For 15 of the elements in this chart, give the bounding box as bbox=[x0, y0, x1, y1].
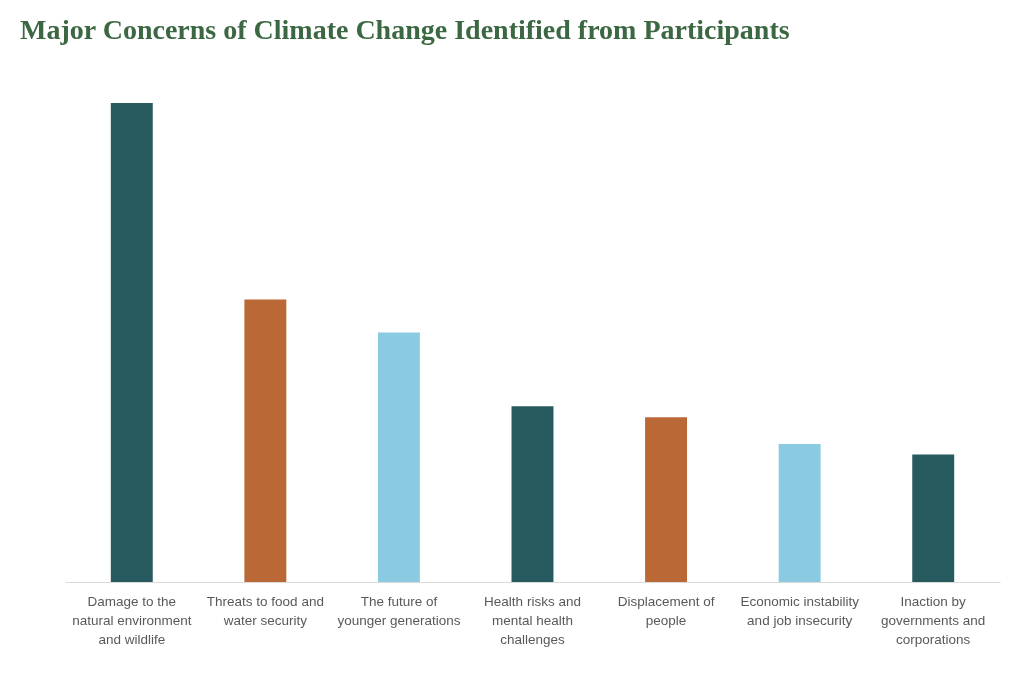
bar bbox=[645, 417, 688, 582]
bar bbox=[377, 332, 420, 582]
bar bbox=[912, 454, 955, 582]
bar bbox=[511, 406, 554, 582]
x-tick-label: The future of younger generations bbox=[337, 593, 461, 628]
x-tick-label: Threats to food and water security bbox=[206, 593, 324, 628]
x-tick-label: Health risks and mental health challenges bbox=[484, 593, 581, 647]
chart-title: Major Concerns of Climate Change Identified from Participants bbox=[20, 14, 790, 45]
bar bbox=[110, 103, 153, 582]
x-tick-label: Damage to the natural environment and wildlife bbox=[72, 593, 192, 647]
x-tick-label: Economic instability and job insecurity bbox=[740, 593, 860, 628]
bar bbox=[244, 299, 287, 582]
bar bbox=[778, 444, 821, 582]
x-tick-label: Displacement of people bbox=[617, 593, 715, 628]
x-tick-label: Inaction by governments and corporations bbox=[881, 593, 986, 647]
